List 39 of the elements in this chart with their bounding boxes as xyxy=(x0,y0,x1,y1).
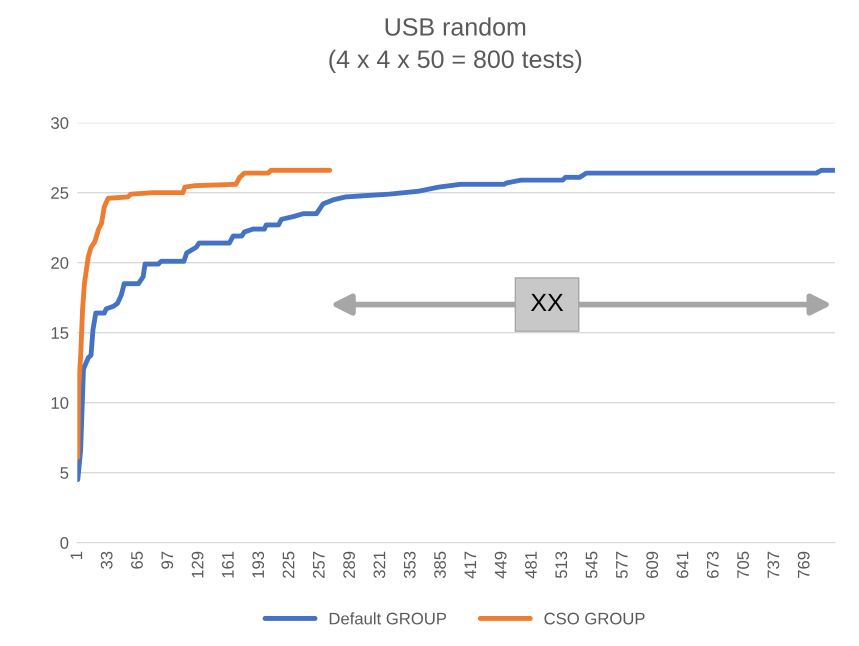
x-tick-label: 129 xyxy=(192,552,204,578)
x-tick-label: 65 xyxy=(131,552,143,569)
x-tick-label: 161 xyxy=(222,552,234,578)
x-tick-label: 737 xyxy=(767,552,780,578)
x-tick-label: 33 xyxy=(100,552,113,569)
x-tick-label: 417 xyxy=(464,552,476,578)
x-tick-label: 513 xyxy=(555,552,568,578)
y-tick-label: 25 xyxy=(51,187,68,199)
x-tick-label: 481 xyxy=(525,552,537,578)
line-series xyxy=(77,168,332,460)
x-tick-label: 321 xyxy=(374,552,386,578)
x-tick-label: 257 xyxy=(312,552,325,578)
x-tick-label: 193 xyxy=(252,552,264,578)
x-tick-label: 673 xyxy=(706,552,719,578)
chart-subtitle: (4 x 4 x 50 = 800 tests) xyxy=(329,50,582,74)
legend-label: Default GROUP xyxy=(330,612,446,624)
x-tick-label: 705 xyxy=(737,552,749,578)
x-tick-label: 353 xyxy=(404,552,416,578)
line-series xyxy=(77,168,835,482)
x-tick-label: 225 xyxy=(282,552,294,578)
x-tick-label: 769 xyxy=(798,552,810,578)
x-tick-label: 609 xyxy=(646,552,658,578)
y-tick-label: 0 xyxy=(60,537,68,549)
x-tick-label: 545 xyxy=(586,552,598,578)
y-tick-label: 5 xyxy=(60,467,68,479)
x-tick-label: 289 xyxy=(343,552,356,578)
y-tick-label: 30 xyxy=(51,117,68,129)
legend-label: CSO GROUP xyxy=(544,612,645,624)
y-tick-label: 15 xyxy=(52,327,68,339)
x-tick-label: 385 xyxy=(434,552,446,578)
x-tick-label: 449 xyxy=(494,552,507,578)
x-tick-label: 97 xyxy=(161,552,174,569)
x-tick-label: 577 xyxy=(616,552,628,578)
annotation: XX xyxy=(530,294,564,312)
chart-title: USB random xyxy=(386,17,526,36)
x-tick-label: 1 xyxy=(70,552,82,559)
x-tick-label: 641 xyxy=(676,552,688,578)
y-tick-label: 10 xyxy=(52,397,68,409)
y-tick-label: 20 xyxy=(51,257,68,269)
